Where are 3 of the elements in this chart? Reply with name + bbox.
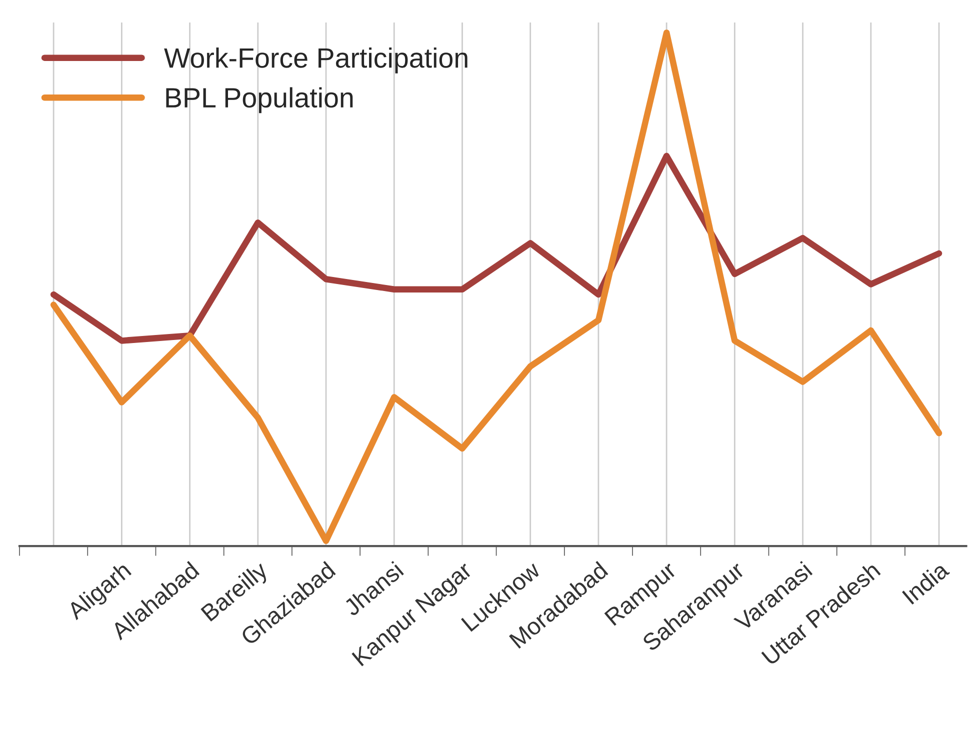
x-tick-label: India bbox=[901, 560, 950, 605]
legend-label: BPL Population bbox=[166, 87, 353, 114]
legend-label: Work-Force Participation bbox=[164, 47, 468, 74]
